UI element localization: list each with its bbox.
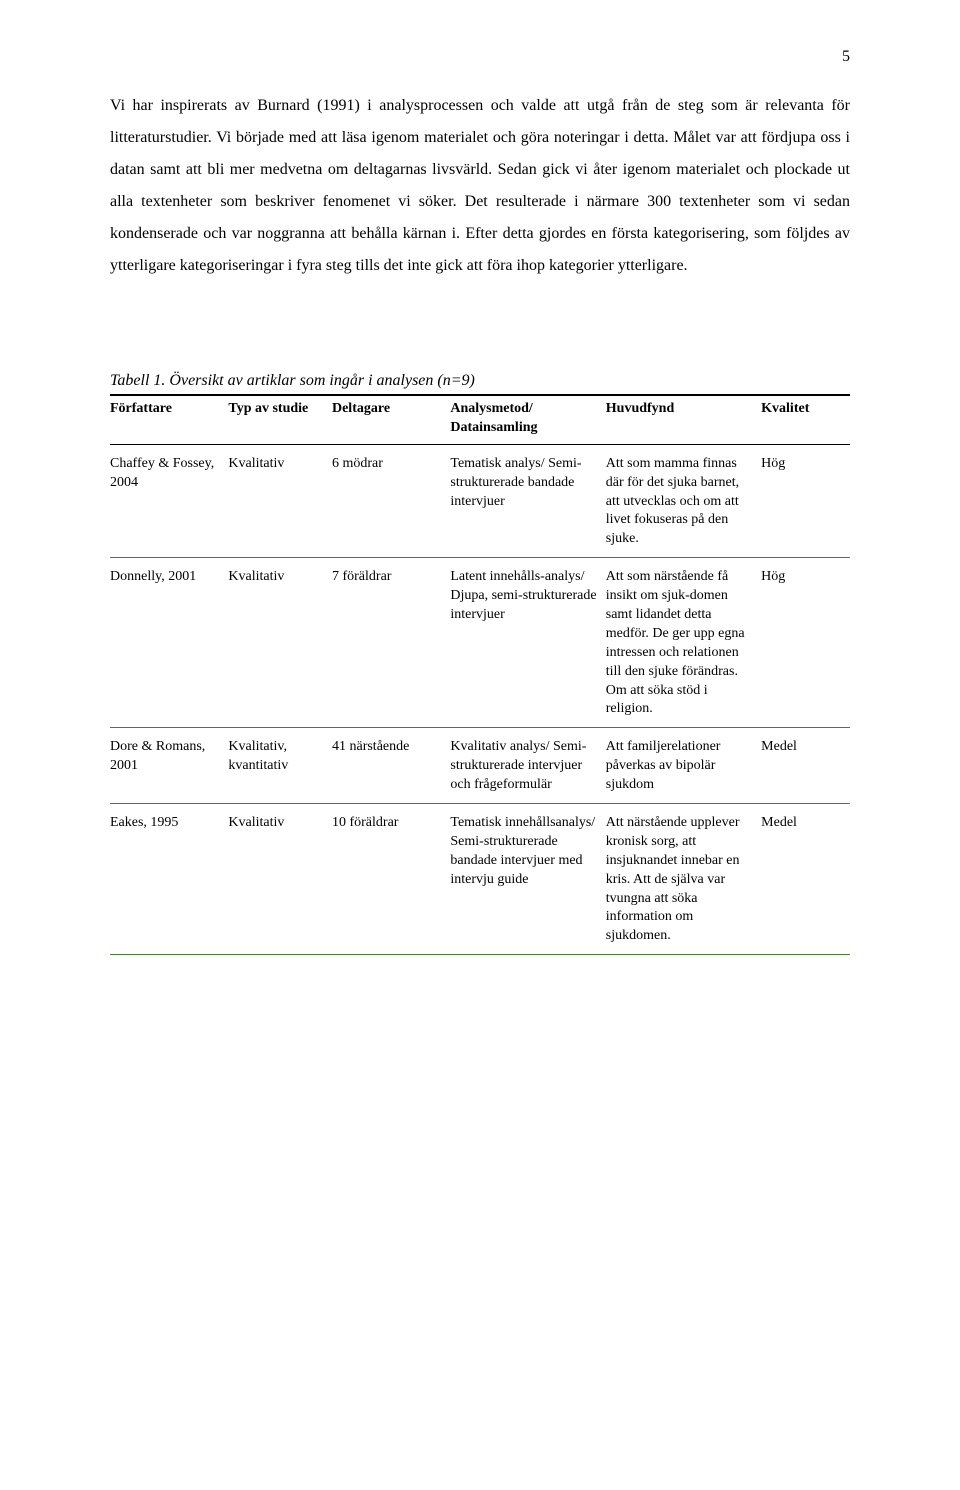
cell-quality: Hög xyxy=(761,558,850,728)
table-row: Chaffey & Fossey, 2004 Kvalitativ 6 mödr… xyxy=(110,444,850,557)
cell-participants: 41 närstående xyxy=(332,728,450,804)
body-paragraph: Vi har inspirerats av Burnard (1991) i a… xyxy=(110,90,850,282)
col-participants: Deltagare xyxy=(332,395,450,444)
col-quality: Kvalitet xyxy=(761,395,850,444)
table-row: Eakes, 1995 Kvalitativ 10 föräldrar Tema… xyxy=(110,804,850,955)
cell-finding: Att som mamma finnas där för det sjuka b… xyxy=(606,444,761,557)
page: 5 Vi har inspirerats av Burnard (1991) i… xyxy=(0,0,960,1015)
table-header-row: Författare Typ av studie Deltagare Analy… xyxy=(110,395,850,444)
col-method: Analysmetod/ Datainsamling xyxy=(450,395,605,444)
cell-author: Donnelly, 2001 xyxy=(110,558,228,728)
cell-study-type: Kvalitativ xyxy=(228,444,332,557)
cell-author: Chaffey & Fossey, 2004 xyxy=(110,444,228,557)
cell-quality: Medel xyxy=(761,728,850,804)
table-caption: Tabell 1. Översikt av artiklar som ingår… xyxy=(110,372,850,390)
cell-author: Dore & Romans, 2001 xyxy=(110,728,228,804)
cell-study-type: Kvalitativ xyxy=(228,804,332,955)
cell-study-type: Kvalitativ, kvantitativ xyxy=(228,728,332,804)
cell-study-type: Kvalitativ xyxy=(228,558,332,728)
cell-participants: 10 föräldrar xyxy=(332,804,450,955)
articles-table: Författare Typ av studie Deltagare Analy… xyxy=(110,394,850,955)
table-row: Donnelly, 2001 Kvalitativ 7 föräldrar La… xyxy=(110,558,850,728)
table-row: Dore & Romans, 2001 Kvalitativ, kvantita… xyxy=(110,728,850,804)
col-author: Författare xyxy=(110,395,228,444)
col-finding: Huvudfynd xyxy=(606,395,761,444)
cell-method: Kvalitativ analys/ Semi-strukturerade in… xyxy=(450,728,605,804)
cell-participants: 7 föräldrar xyxy=(332,558,450,728)
col-study-type: Typ av studie xyxy=(228,395,332,444)
cell-author: Eakes, 1995 xyxy=(110,804,228,955)
cell-method: Tematisk analys/ Semi-strukturerade band… xyxy=(450,444,605,557)
cell-method: Tematisk innehållsanalys/ Semi-strukture… xyxy=(450,804,605,955)
page-number: 5 xyxy=(110,48,850,66)
cell-finding: Att närstående upplever kronisk sorg, at… xyxy=(606,804,761,955)
cell-quality: Medel xyxy=(761,804,850,955)
cell-finding: Att familjerelationer påverkas av bipolä… xyxy=(606,728,761,804)
cell-method: Latent innehålls-analys/ Djupa, semi-str… xyxy=(450,558,605,728)
cell-participants: 6 mödrar xyxy=(332,444,450,557)
cell-finding: Att som närstående få insikt om sjuk-dom… xyxy=(606,558,761,728)
cell-quality: Hög xyxy=(761,444,850,557)
